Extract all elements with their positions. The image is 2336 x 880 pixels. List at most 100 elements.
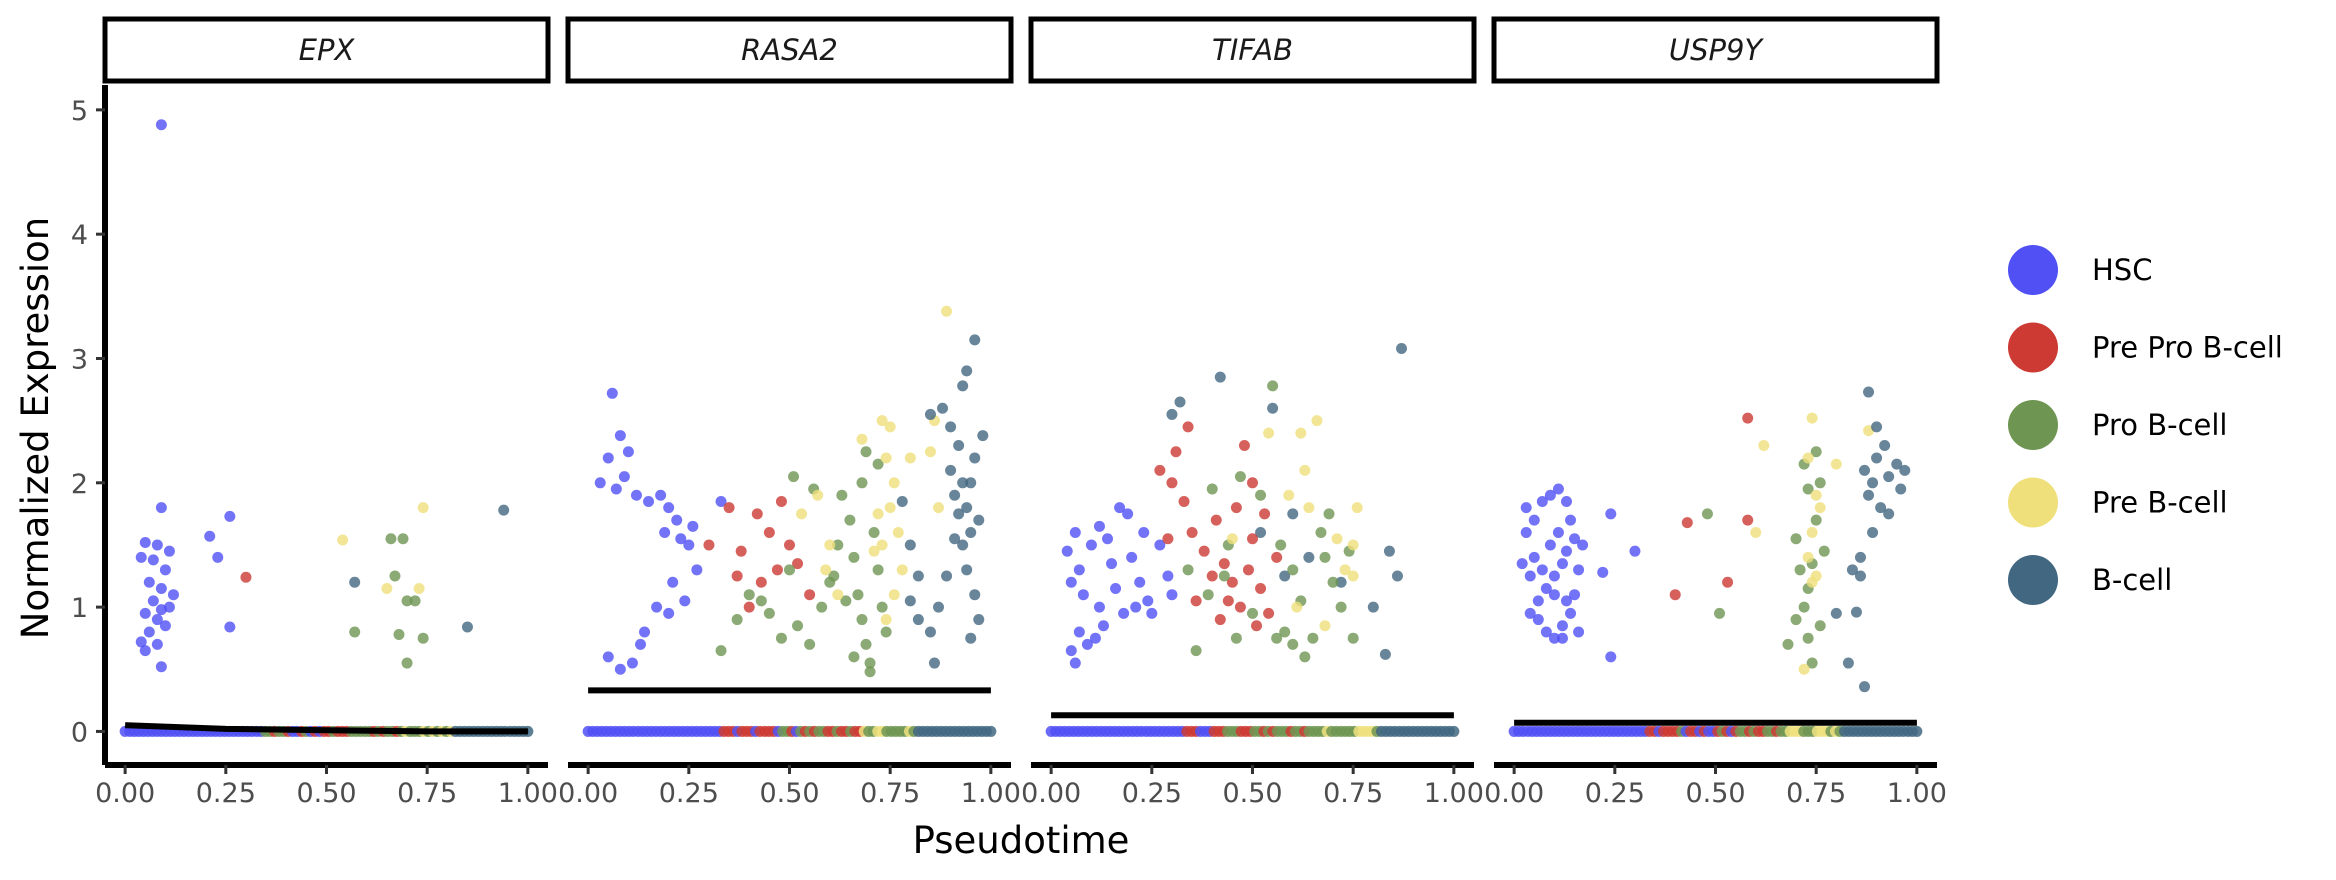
data-point (1532, 614, 1544, 626)
data-point (1210, 514, 1222, 526)
data-point (1275, 539, 1287, 551)
data-point (1331, 533, 1343, 545)
data-point (147, 595, 159, 607)
data-point (884, 421, 896, 433)
data-point (1577, 539, 1589, 551)
zero-expression-points (582, 725, 997, 737)
data-point (941, 305, 953, 317)
x-tick-label: 0.25 (1585, 778, 1645, 809)
data-point (1077, 589, 1089, 601)
data-point (337, 534, 349, 546)
data-point (973, 514, 985, 526)
data-point (933, 502, 945, 514)
data-point (969, 334, 981, 346)
data-point (880, 452, 892, 464)
data-point (1214, 614, 1226, 626)
data-point (1089, 632, 1101, 644)
data-point (1818, 545, 1830, 557)
data-point (1552, 483, 1564, 495)
data-point (1605, 508, 1617, 520)
legend-item: Pro B-cell (2008, 400, 2227, 450)
data-point (1548, 632, 1560, 644)
data-point (961, 502, 973, 514)
legend-item: B-cell (2008, 555, 2172, 605)
data-point (1790, 614, 1802, 626)
facet-strip (565, 16, 1014, 84)
data-point (610, 483, 622, 495)
y-axis-title: Normalized Expression (14, 217, 57, 639)
data-point (763, 607, 775, 619)
data-point (1875, 502, 1887, 514)
data-point (224, 510, 236, 522)
data-point (691, 564, 703, 576)
data-point (1327, 576, 1339, 588)
data-point (139, 645, 151, 657)
data-point (1267, 402, 1279, 414)
data-point (1560, 495, 1572, 507)
data-point (147, 554, 159, 566)
data-point (1259, 508, 1271, 520)
data-point (167, 589, 179, 601)
data-point (401, 595, 413, 607)
data-point (1867, 527, 1879, 539)
data-point (876, 415, 888, 427)
data-point (163, 545, 175, 557)
data-point (715, 645, 727, 657)
x-tick-label: 0.75 (397, 778, 457, 809)
data-point (240, 571, 252, 583)
data-point (1879, 440, 1891, 452)
data-point (751, 508, 763, 520)
data-point (1794, 564, 1806, 576)
data-point (880, 614, 892, 626)
data-point (924, 626, 936, 638)
data-point (1810, 514, 1822, 526)
x-tick-label: 0.50 (1685, 778, 1745, 809)
data-point (965, 632, 977, 644)
data-point (775, 495, 787, 507)
data-point (1134, 576, 1146, 588)
data-point (151, 539, 163, 551)
data-point (139, 607, 151, 619)
data-point (1669, 589, 1681, 601)
data-point (1190, 645, 1202, 657)
data-point (1524, 570, 1536, 582)
data-point (872, 508, 884, 520)
data-point (872, 564, 884, 576)
data-point (634, 638, 646, 650)
data-point (1681, 517, 1693, 529)
data-point (1742, 514, 1754, 526)
data-point (155, 582, 167, 594)
data-point (1911, 725, 1923, 737)
data-point (602, 651, 614, 663)
data-point (1830, 607, 1842, 619)
y-axis: 0 1 2 3 4 5 (71, 85, 108, 765)
data-point (1093, 520, 1105, 532)
data-point (1065, 645, 1077, 657)
data-point (844, 514, 856, 526)
data-point (703, 539, 715, 551)
data-point (1863, 489, 1875, 501)
y-tick-label: 1 (71, 593, 88, 624)
data-point (212, 551, 224, 563)
legend-key (2008, 400, 2058, 450)
data-point (928, 657, 940, 669)
data-point (868, 545, 880, 557)
data-point (1295, 427, 1307, 439)
data-point (393, 628, 405, 640)
data-point (1798, 601, 1810, 613)
data-point (1166, 477, 1178, 489)
data-point (957, 380, 969, 392)
facet-panel-epx: EPX 0.00 0.25 0.50 0.75 1.00 (95, 16, 558, 809)
data-point (135, 551, 147, 563)
data-point (1319, 620, 1331, 632)
x-tick-label: 0.25 (196, 778, 256, 809)
data-point (1883, 471, 1895, 483)
data-point (715, 495, 727, 507)
data-point (1202, 589, 1214, 601)
data-point (1802, 483, 1814, 495)
data-point (683, 539, 695, 551)
data-point (812, 489, 824, 501)
data-point (1899, 464, 1911, 476)
data-point (1251, 620, 1263, 632)
data-point (1323, 508, 1335, 520)
